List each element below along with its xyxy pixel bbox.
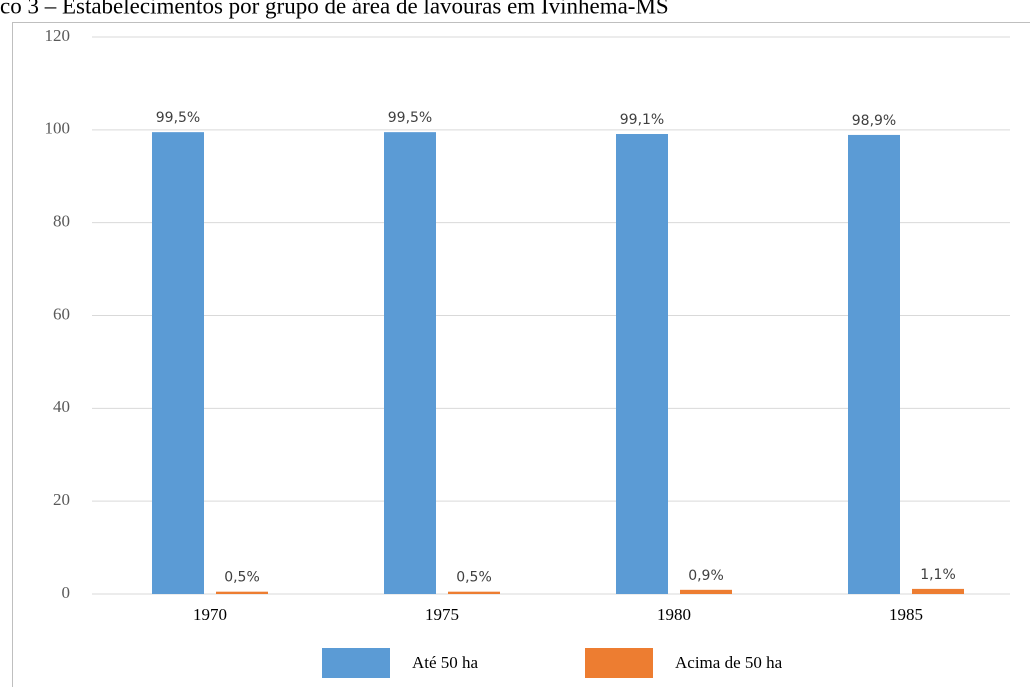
bar xyxy=(616,134,668,594)
x-tick-label: 1980 xyxy=(657,605,691,624)
value-label: 1,1% xyxy=(920,567,956,583)
x-tick-label: 1970 xyxy=(193,605,227,624)
legend-swatch xyxy=(585,648,653,678)
legend-label: Até 50 ha xyxy=(412,653,479,672)
legend-swatch xyxy=(322,648,390,678)
bar xyxy=(216,591,268,594)
value-label: 98,9% xyxy=(852,113,896,129)
value-label: 99,5% xyxy=(156,110,200,126)
value-label: 0,5% xyxy=(456,570,492,586)
y-tick-label: 40 xyxy=(53,397,70,416)
value-label: 0,5% xyxy=(224,570,260,586)
x-tick-label: 1985 xyxy=(889,605,923,624)
bar xyxy=(848,134,900,595)
value-label: 99,1% xyxy=(620,112,664,128)
y-tick-label: 100 xyxy=(45,119,71,138)
bar xyxy=(912,588,964,594)
bar xyxy=(680,589,732,594)
y-tick-label: 60 xyxy=(53,304,70,323)
value-label: 99,5% xyxy=(388,110,432,126)
y-tick-label: 80 xyxy=(53,212,70,231)
bar xyxy=(448,591,500,594)
bar xyxy=(152,132,204,594)
y-tick-label: 0 xyxy=(62,583,71,602)
value-label: 0,9% xyxy=(688,568,724,584)
chart-title: co 3 – Estabelecimentos por grupo de áre… xyxy=(0,0,669,18)
y-tick-label: 20 xyxy=(53,490,70,509)
legend-label: Acima de 50 ha xyxy=(675,653,783,672)
bar xyxy=(384,132,436,594)
y-tick-label: 120 xyxy=(45,26,71,45)
x-tick-label: 1975 xyxy=(425,605,459,624)
